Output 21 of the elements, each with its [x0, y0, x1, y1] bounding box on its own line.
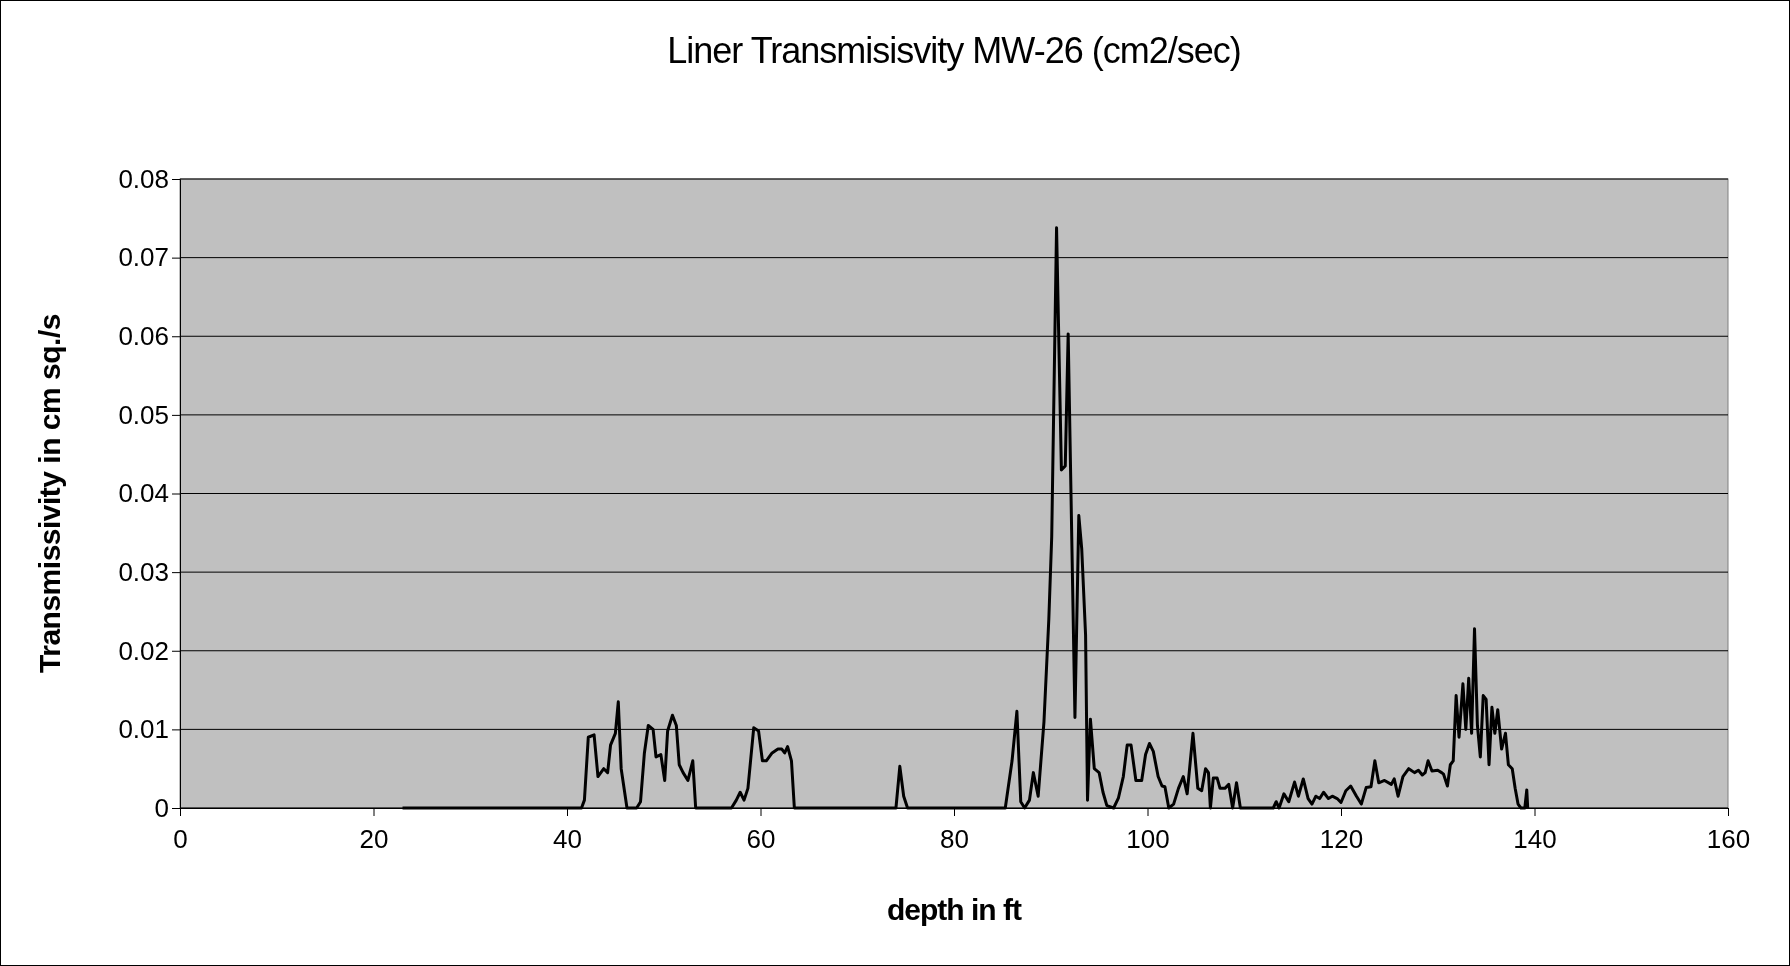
x-tick-label: 140 [1513, 823, 1557, 854]
x-tick-label: 40 [553, 823, 582, 854]
y-tick-label: 0.07 [118, 242, 169, 273]
x-tick-label: 80 [940, 823, 969, 854]
chart-title: Liner Transmisisvity MW-26 (cm2/sec) [667, 30, 1241, 71]
y-tick-label: 0.03 [118, 556, 169, 587]
x-tick-label: 160 [1706, 823, 1751, 854]
y-tick-label: 0.02 [118, 635, 169, 666]
x-tick-label: 0 [173, 823, 188, 854]
x-tick-label: 100 [1126, 823, 1170, 854]
y-tick-label: 0.06 [118, 321, 169, 352]
x-tick-label: 120 [1319, 823, 1364, 854]
x-tick-label: 60 [746, 823, 776, 854]
y-tick-label: 0.05 [118, 399, 169, 430]
x-tick-label: 20 [359, 823, 389, 854]
y-axis-title: Transmissivity in cm sq./s [33, 314, 66, 673]
y-tick-label: 0 [154, 792, 169, 823]
y-tick-label: 0.04 [118, 478, 169, 509]
y-tick-label: 0.08 [118, 163, 169, 194]
x-axis-title: depth in ft [887, 893, 1022, 926]
y-tick-label: 0.01 [118, 714, 169, 745]
